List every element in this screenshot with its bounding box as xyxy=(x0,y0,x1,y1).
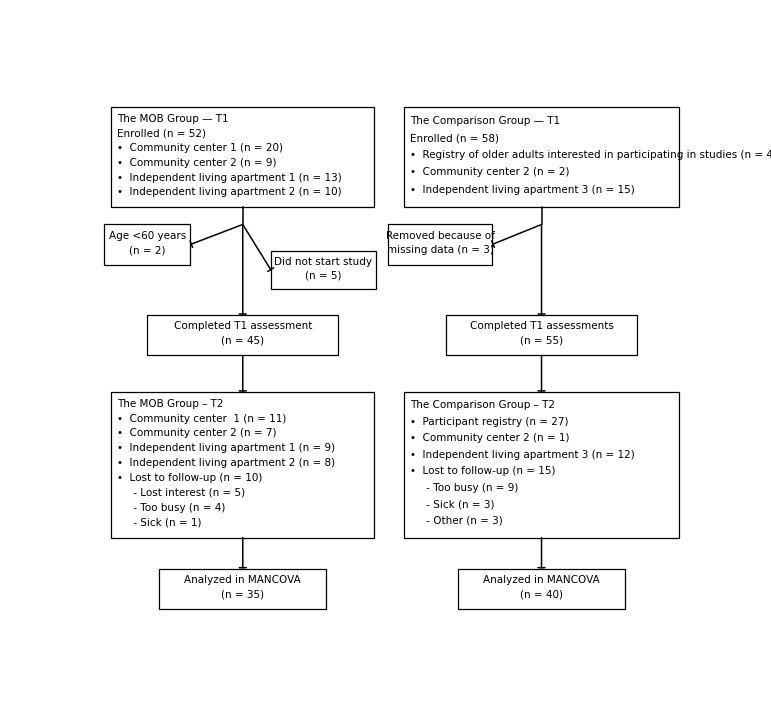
Text: - Lost interest (n = 5): - Lost interest (n = 5) xyxy=(117,488,245,498)
Bar xyxy=(147,315,338,355)
Text: (n = 45): (n = 45) xyxy=(221,336,264,346)
Text: The Comparison Group — T1: The Comparison Group — T1 xyxy=(410,116,561,126)
Text: - Sick (n = 1): - Sick (n = 1) xyxy=(117,517,202,528)
Text: •  Community center 2 (n = 9): • Community center 2 (n = 9) xyxy=(117,158,277,168)
Text: The MOB Group – T2: The MOB Group – T2 xyxy=(117,399,224,409)
Text: •  Community center 1 (n = 20): • Community center 1 (n = 20) xyxy=(117,143,283,154)
Text: (n = 5): (n = 5) xyxy=(305,271,342,280)
Text: (n = 55): (n = 55) xyxy=(520,336,563,346)
Text: •  Participant registry (n = 27): • Participant registry (n = 27) xyxy=(410,416,568,427)
Bar xyxy=(271,252,375,290)
Bar xyxy=(159,569,326,609)
Text: (n = 35): (n = 35) xyxy=(221,590,264,599)
Bar xyxy=(446,315,637,355)
Text: - Sick (n = 3): - Sick (n = 3) xyxy=(410,499,494,510)
Text: •  Lost to follow-up (n = 10): • Lost to follow-up (n = 10) xyxy=(117,473,263,483)
Text: (n = 2): (n = 2) xyxy=(129,245,166,255)
Bar xyxy=(104,224,190,265)
Bar xyxy=(404,107,679,207)
Text: •  Community center 2 (n = 2): • Community center 2 (n = 2) xyxy=(410,168,570,177)
Text: Enrolled (n = 52): Enrolled (n = 52) xyxy=(117,128,207,139)
Text: The MOB Group — T1: The MOB Group — T1 xyxy=(117,114,229,124)
Text: Analyzed in MANCOVA: Analyzed in MANCOVA xyxy=(483,575,600,585)
Text: •  Community center 2 (n = 1): • Community center 2 (n = 1) xyxy=(410,433,570,443)
Bar xyxy=(111,392,374,538)
Text: Completed T1 assessments: Completed T1 assessments xyxy=(470,322,614,332)
Text: missing data (n = 3): missing data (n = 3) xyxy=(386,245,493,255)
Text: Age <60 years: Age <60 years xyxy=(109,231,186,240)
Bar xyxy=(404,392,679,538)
Text: •  Independent living apartment 3 (n = 12): • Independent living apartment 3 (n = 12… xyxy=(410,450,635,460)
Text: Did not start study: Did not start study xyxy=(274,257,372,267)
Text: •  Independent living apartment 3 (n = 15): • Independent living apartment 3 (n = 15… xyxy=(410,184,635,195)
Text: Completed T1 assessment: Completed T1 assessment xyxy=(173,322,312,332)
Bar xyxy=(388,224,492,265)
Text: •  Community center 2 (n = 7): • Community center 2 (n = 7) xyxy=(117,428,277,438)
Text: Removed because of: Removed because of xyxy=(386,231,494,240)
Text: •  Independent living apartment 2 (n = 8): • Independent living apartment 2 (n = 8) xyxy=(117,458,335,468)
Text: •  Registry of older adults interested in participating in studies (n = 41): • Registry of older adults interested in… xyxy=(410,150,771,161)
Text: •  Lost to follow-up (n = 15): • Lost to follow-up (n = 15) xyxy=(410,466,556,476)
Text: Analyzed in MANCOVA: Analyzed in MANCOVA xyxy=(184,575,301,585)
Text: •  Independent living apartment 1 (n = 9): • Independent living apartment 1 (n = 9) xyxy=(117,443,335,454)
Text: The Comparison Group – T2: The Comparison Group – T2 xyxy=(410,400,555,410)
Text: - Too busy (n = 9): - Too busy (n = 9) xyxy=(410,483,518,493)
Text: Enrolled (n = 58): Enrolled (n = 58) xyxy=(410,133,499,143)
Text: (n = 40): (n = 40) xyxy=(520,590,563,599)
Text: •  Community center  1 (n = 11): • Community center 1 (n = 11) xyxy=(117,414,287,423)
Text: •  Independent living apartment 2 (n = 10): • Independent living apartment 2 (n = 10… xyxy=(117,187,342,197)
Text: - Too busy (n = 4): - Too busy (n = 4) xyxy=(117,503,226,513)
Bar xyxy=(458,569,625,609)
Bar xyxy=(111,107,374,207)
Text: - Other (n = 3): - Other (n = 3) xyxy=(410,516,503,526)
Text: •  Independent living apartment 1 (n = 13): • Independent living apartment 1 (n = 13… xyxy=(117,172,342,182)
